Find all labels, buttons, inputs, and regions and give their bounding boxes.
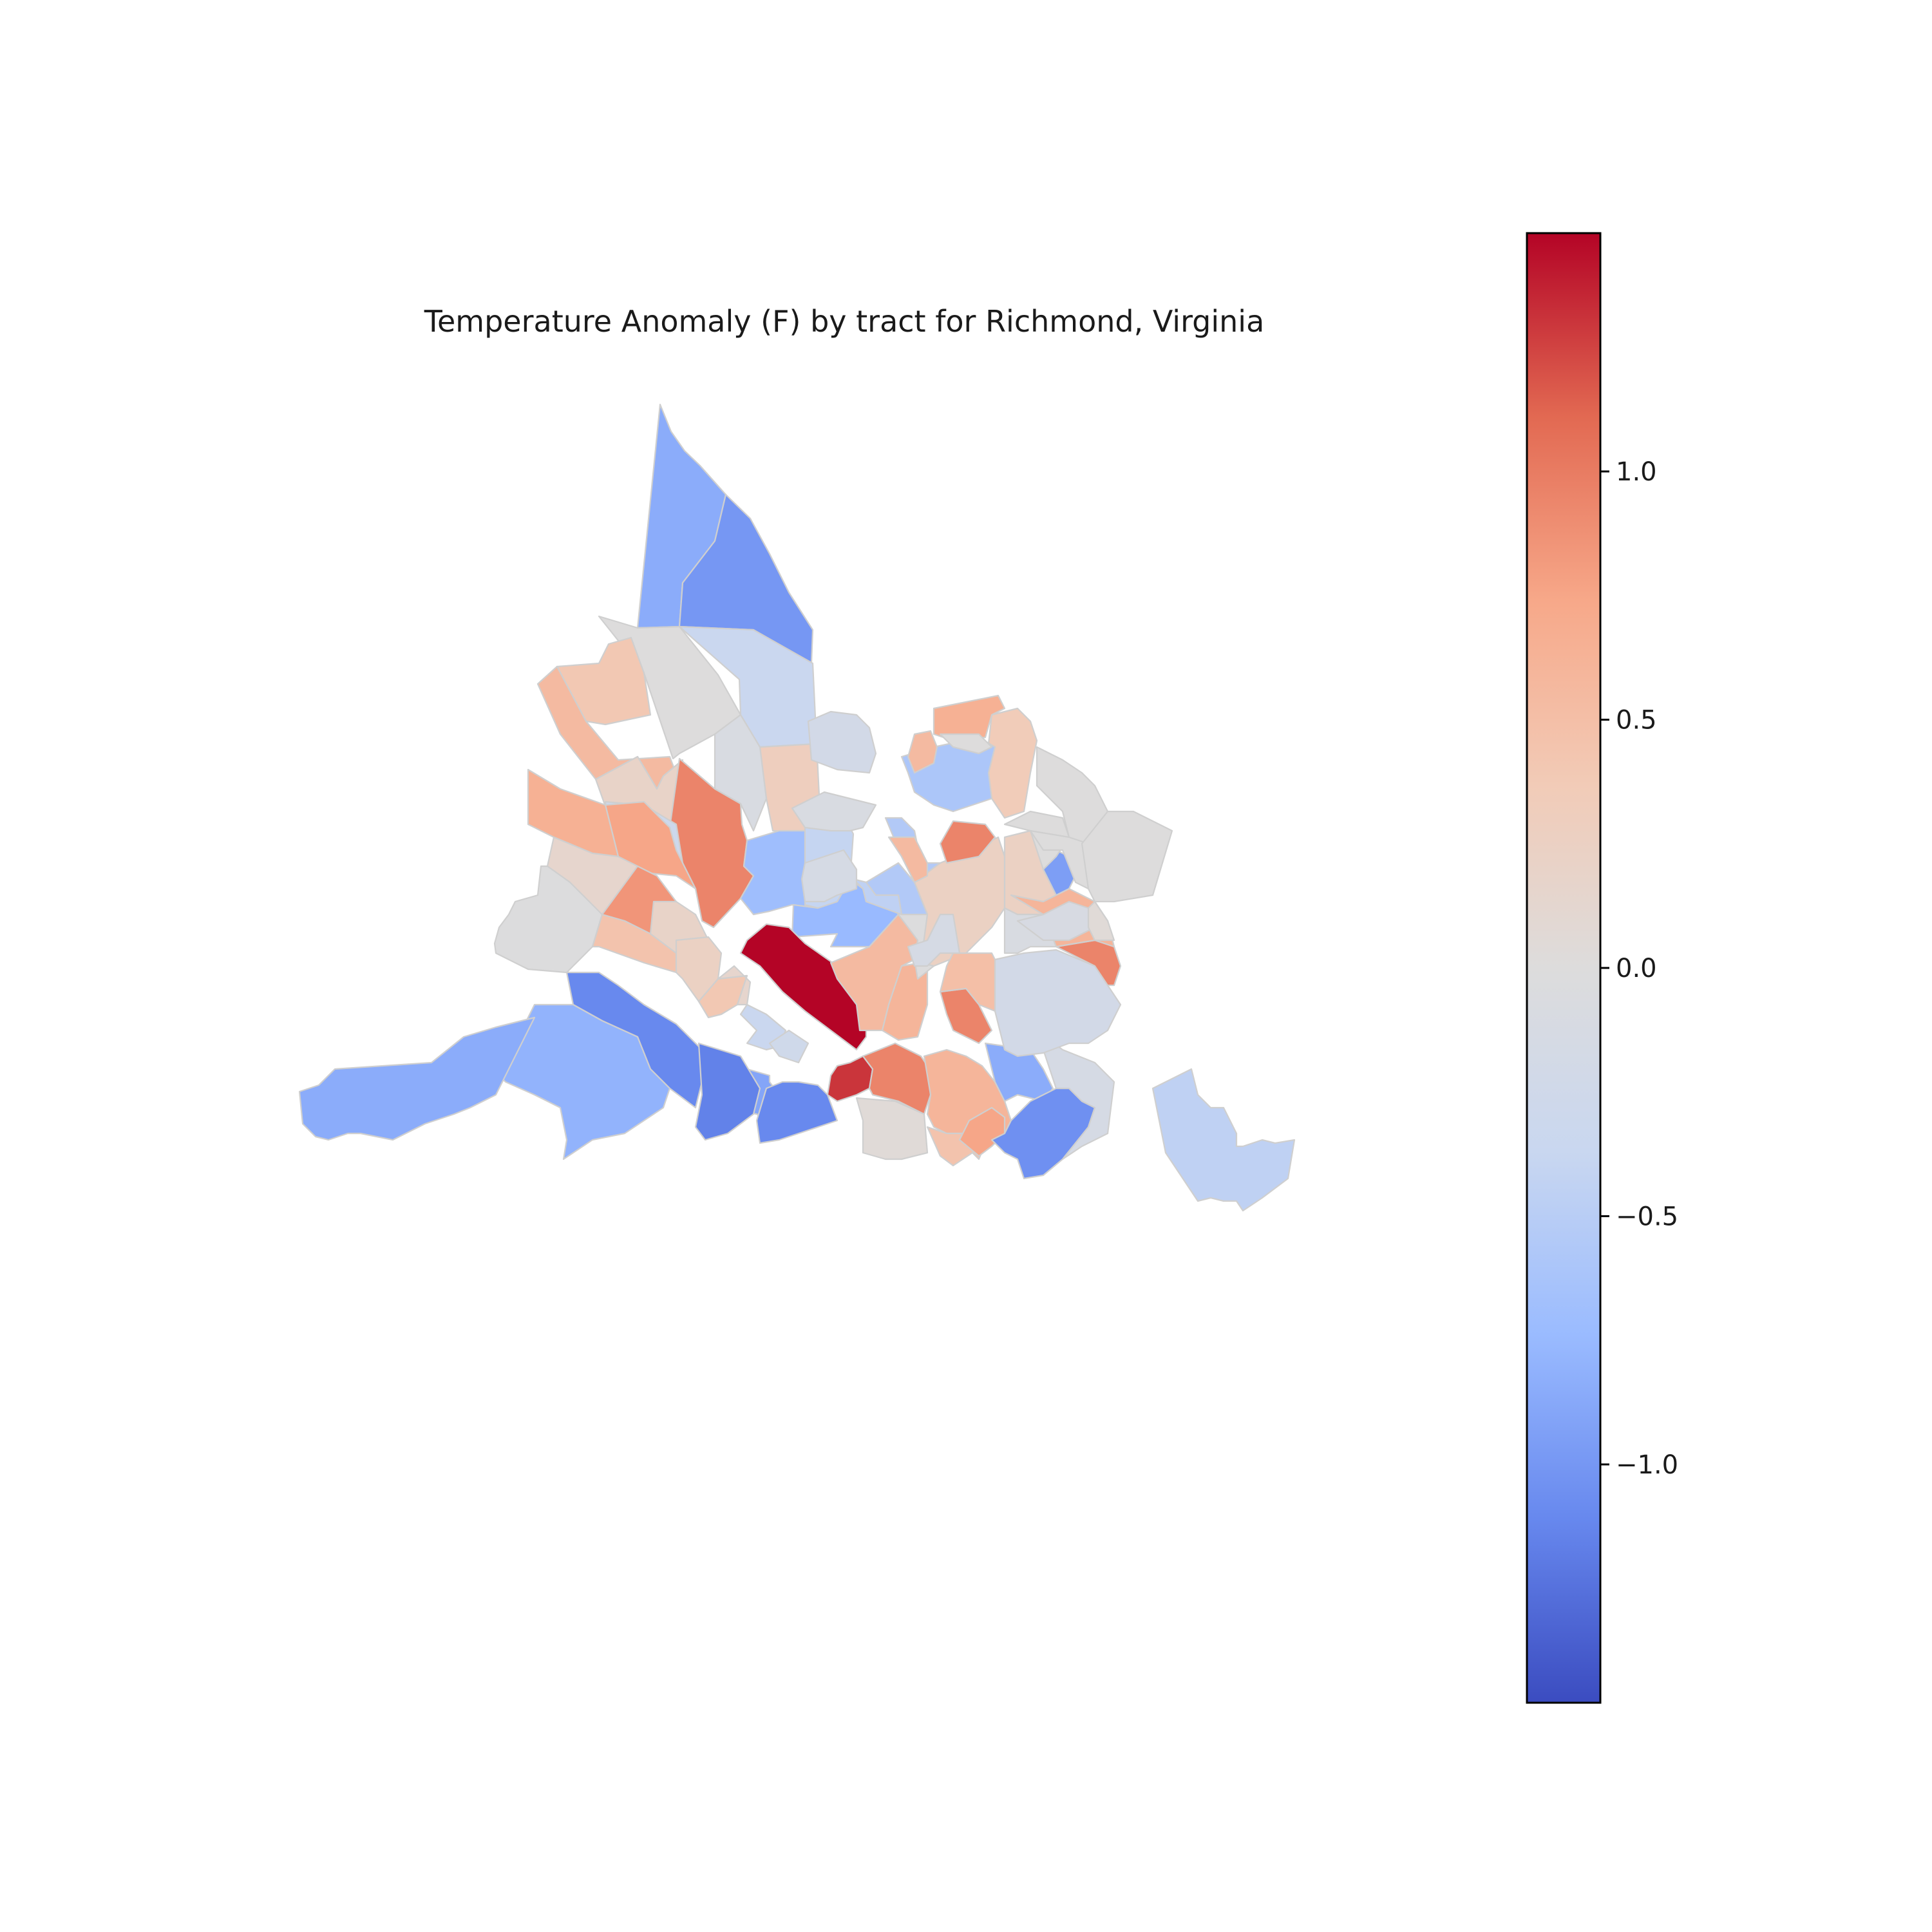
map-title: Temperature Anomaly (F) by tract for Ric…: [424, 304, 1265, 339]
colorbar-ticks: 1.0 0.5 0.0 −0.5 −1.0: [1600, 457, 1678, 1480]
tract-polygon: [800, 849, 858, 903]
colorbar-gradient: [1526, 232, 1602, 1704]
tract-polygon: [907, 730, 938, 774]
tract-polygon: [807, 710, 877, 774]
tract-polygon: [933, 694, 1006, 742]
tract-polygon: [1036, 1029, 1115, 1160]
tract-polygon: [939, 952, 996, 1012]
tract-polygon: [994, 949, 1122, 1057]
tract-polygon: [495, 1003, 671, 1160]
tract-polygon: [990, 1087, 1096, 1180]
tract-polygon: [939, 820, 996, 864]
tract-polygon: [755, 1081, 838, 1144]
tract-layer: [298, 403, 1296, 1212]
tract-polygon: [826, 1055, 874, 1103]
tract-polygon: [1087, 900, 1115, 942]
colorbar-tick-label: −0.5: [1616, 1202, 1678, 1231]
tract-polygon: [298, 1016, 536, 1141]
tract-polygon: [739, 923, 867, 1051]
colorbar-tick-label: −1.0: [1616, 1450, 1678, 1480]
colorbar-tick-label: 0.0: [1616, 954, 1657, 983]
tract-polygon: [984, 707, 1038, 819]
tract-polygon: [855, 1097, 929, 1160]
tract-polygon: [887, 836, 929, 884]
tract-polygon: [768, 1029, 810, 1064]
tract-polygon: [939, 733, 993, 755]
tract-polygon: [556, 636, 652, 726]
tract-polygon: [1151, 1068, 1296, 1212]
colorbar-tick-label: 0.5: [1616, 706, 1657, 735]
tract-polygon: [907, 913, 961, 967]
tract-polygon: [852, 878, 903, 916]
colorbar-tick-label: 1.0: [1616, 457, 1657, 487]
tract-polygon: [1081, 810, 1173, 903]
tract-polygon: [694, 1042, 761, 1141]
colorbar: 1.0 0.5 0.0 −0.5 −1.0: [1526, 232, 1678, 1704]
tract-polygon: [791, 791, 877, 832]
